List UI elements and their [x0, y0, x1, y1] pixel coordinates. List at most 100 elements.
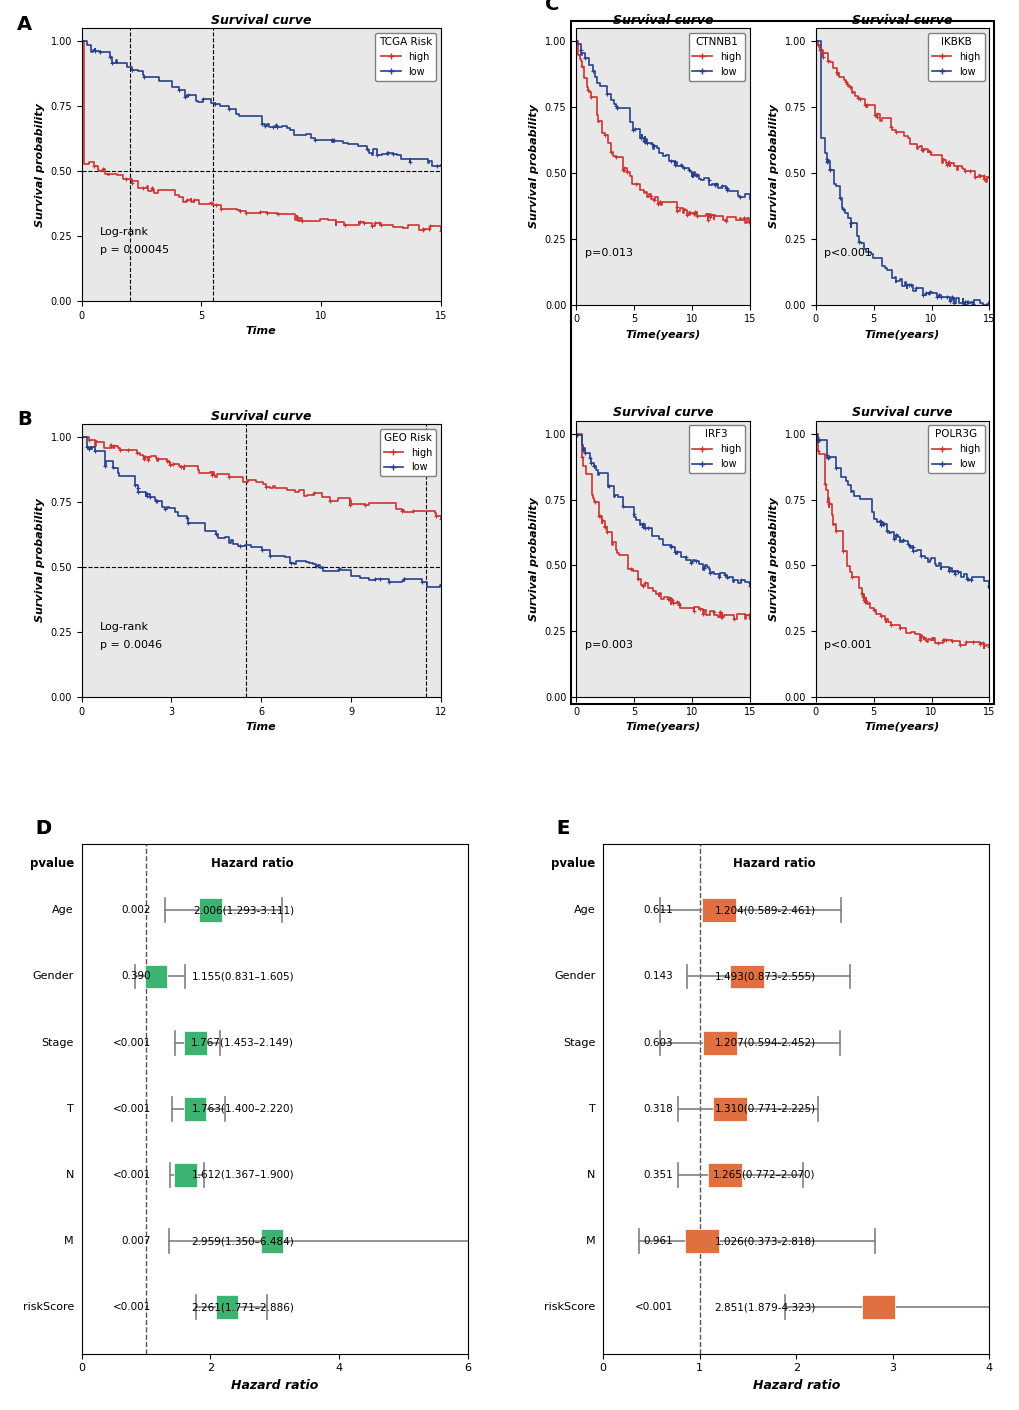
- Text: D: D: [36, 819, 51, 838]
- FancyBboxPatch shape: [861, 1296, 895, 1320]
- FancyBboxPatch shape: [183, 1031, 207, 1055]
- Y-axis label: Survival probability: Survival probability: [529, 104, 539, 228]
- Text: 1.763(1.400–2.220): 1.763(1.400–2.220): [192, 1104, 293, 1114]
- Text: <0.001: <0.001: [113, 1038, 151, 1048]
- Title: Survival curve: Survival curve: [211, 14, 311, 27]
- Text: Age: Age: [52, 905, 73, 915]
- Text: 0.611: 0.611: [642, 905, 672, 915]
- Y-axis label: Survival probability: Survival probability: [35, 499, 45, 622]
- Y-axis label: Survival probability: Survival probability: [529, 496, 539, 620]
- Text: p=0.013: p=0.013: [584, 248, 632, 258]
- Text: Hazard ratio: Hazard ratio: [211, 857, 293, 870]
- Text: 2.851(1.879‑4.323): 2.851(1.879‑4.323): [713, 1303, 815, 1313]
- X-axis label: Time(years): Time(years): [625, 722, 700, 732]
- FancyBboxPatch shape: [707, 1163, 742, 1187]
- Title: Survival curve: Survival curve: [211, 410, 311, 423]
- Legend: high, low: high, low: [688, 426, 744, 472]
- Y-axis label: Survival probability: Survival probability: [768, 104, 779, 228]
- Text: p = 0.0046: p = 0.0046: [100, 640, 162, 650]
- Text: <0.001: <0.001: [113, 1170, 151, 1180]
- Text: riskScore: riskScore: [22, 1303, 73, 1313]
- Text: 1.207(0.594‑2.452): 1.207(0.594‑2.452): [713, 1038, 815, 1048]
- FancyBboxPatch shape: [145, 964, 167, 988]
- Text: 2.261(1.771–2.886): 2.261(1.771–2.886): [191, 1303, 293, 1313]
- Y-axis label: Survival probability: Survival probability: [768, 496, 779, 620]
- Title: Survival curve: Survival curve: [612, 406, 712, 419]
- Text: 0.002: 0.002: [121, 905, 151, 915]
- Text: B: B: [17, 410, 32, 429]
- X-axis label: Time(years): Time(years): [864, 330, 940, 340]
- Text: riskScore: riskScore: [543, 1303, 595, 1313]
- Text: 2.006(1.293‑3.111): 2.006(1.293‑3.111): [193, 905, 293, 915]
- Text: M: M: [64, 1237, 73, 1246]
- Text: Log-rank: Log-rank: [100, 227, 149, 237]
- Text: Hazard ratio: Hazard ratio: [733, 857, 815, 870]
- X-axis label: Time(years): Time(years): [864, 722, 940, 732]
- Text: 1.493(0.873‑2.555): 1.493(0.873‑2.555): [713, 971, 815, 981]
- FancyBboxPatch shape: [712, 1097, 746, 1121]
- Text: Stage: Stage: [42, 1038, 73, 1048]
- Text: M: M: [585, 1237, 595, 1246]
- Text: 0.390: 0.390: [121, 971, 151, 981]
- Text: N: N: [586, 1170, 595, 1180]
- Text: 1.612(1.367–1.900): 1.612(1.367–1.900): [192, 1170, 293, 1180]
- FancyBboxPatch shape: [216, 1296, 238, 1320]
- Text: 0.961: 0.961: [642, 1237, 672, 1246]
- Text: A: A: [17, 14, 32, 34]
- Text: N: N: [65, 1170, 73, 1180]
- Text: 1.026(0.373‑2.818): 1.026(0.373‑2.818): [713, 1237, 815, 1246]
- Text: 0.007: 0.007: [121, 1237, 151, 1246]
- FancyBboxPatch shape: [702, 1031, 736, 1055]
- Text: T: T: [588, 1104, 595, 1114]
- Text: p<0.001: p<0.001: [823, 640, 871, 650]
- Legend: high, low: high, low: [688, 32, 744, 80]
- X-axis label: Time(years): Time(years): [625, 330, 700, 340]
- Legend: high, low: high, low: [927, 426, 983, 472]
- FancyBboxPatch shape: [183, 1097, 206, 1121]
- Title: Survival curve: Survival curve: [612, 14, 712, 27]
- Text: Stage: Stage: [562, 1038, 595, 1048]
- Text: <0.001: <0.001: [113, 1303, 151, 1313]
- Title: Survival curve: Survival curve: [852, 14, 952, 27]
- Text: 2.959(1.350–6.484): 2.959(1.350–6.484): [192, 1237, 293, 1246]
- Text: 1.204(0.589‑2.461): 1.204(0.589‑2.461): [713, 905, 815, 915]
- Text: p = 0.00045: p = 0.00045: [100, 245, 168, 255]
- Text: pvalue: pvalue: [550, 857, 595, 870]
- Y-axis label: Survival probability: Survival probability: [35, 103, 45, 227]
- Text: Gender: Gender: [33, 971, 73, 981]
- Text: 0.603: 0.603: [642, 1038, 672, 1048]
- FancyBboxPatch shape: [702, 898, 736, 922]
- Text: Gender: Gender: [553, 971, 595, 981]
- X-axis label: Time: Time: [246, 722, 276, 732]
- Text: 1.767(1.453–2.149): 1.767(1.453–2.149): [191, 1038, 293, 1048]
- FancyBboxPatch shape: [730, 964, 763, 988]
- Text: Log-rank: Log-rank: [100, 622, 149, 632]
- FancyBboxPatch shape: [685, 1230, 718, 1253]
- Legend: high, low: high, low: [375, 32, 436, 80]
- Text: 0.318: 0.318: [642, 1104, 672, 1114]
- Text: <0.001: <0.001: [634, 1303, 672, 1313]
- FancyBboxPatch shape: [261, 1230, 283, 1253]
- Text: D: D: [36, 819, 51, 838]
- Legend: high, low: high, low: [379, 429, 436, 477]
- Text: 0.143: 0.143: [642, 971, 672, 981]
- FancyBboxPatch shape: [200, 898, 222, 922]
- Text: E: E: [556, 819, 570, 838]
- FancyBboxPatch shape: [174, 1163, 197, 1187]
- Text: pvalue: pvalue: [30, 857, 73, 870]
- Text: 0.351: 0.351: [642, 1170, 672, 1180]
- Text: 1.310(0.771‑2.225): 1.310(0.771‑2.225): [713, 1104, 815, 1114]
- Text: Age: Age: [574, 905, 595, 915]
- X-axis label: Time: Time: [246, 326, 276, 337]
- Text: T: T: [67, 1104, 73, 1114]
- Title: Survival curve: Survival curve: [852, 406, 952, 419]
- Text: 1.155(0.831–1.605): 1.155(0.831–1.605): [192, 971, 293, 981]
- X-axis label: Hazard ratio: Hazard ratio: [231, 1379, 318, 1392]
- Text: E: E: [556, 819, 570, 838]
- X-axis label: Hazard ratio: Hazard ratio: [752, 1379, 839, 1392]
- Text: p<0.001: p<0.001: [823, 248, 871, 258]
- Text: 1.265(0.772–2.070): 1.265(0.772–2.070): [712, 1170, 815, 1180]
- Text: <0.001: <0.001: [113, 1104, 151, 1114]
- Text: p=0.003: p=0.003: [584, 640, 632, 650]
- Legend: high, low: high, low: [927, 32, 983, 80]
